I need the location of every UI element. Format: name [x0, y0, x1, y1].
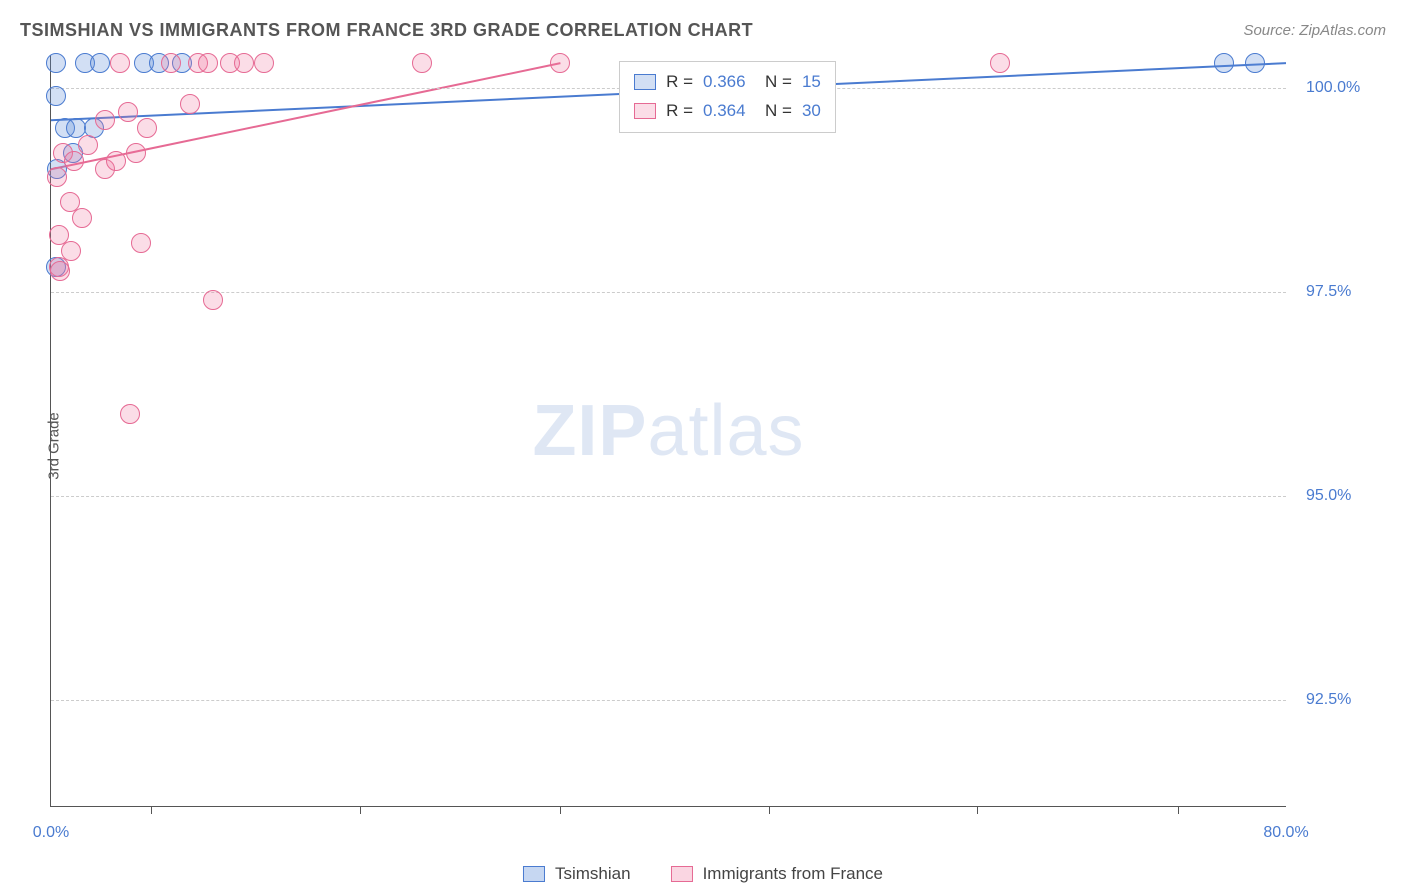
scatter-point	[1214, 53, 1234, 73]
scatter-point	[412, 53, 432, 73]
scatter-point	[64, 151, 84, 171]
n-value: 30	[802, 97, 821, 126]
legend-item: Tsimshian	[523, 864, 631, 884]
stats-row: R = 0.366 N = 15	[634, 68, 821, 97]
y-tick-label: 95.0%	[1306, 487, 1351, 505]
scatter-point	[72, 208, 92, 228]
scatter-point	[46, 86, 66, 106]
x-tick-label: 0.0%	[33, 824, 69, 842]
scatter-point	[234, 53, 254, 73]
series-swatch	[634, 103, 656, 119]
scatter-point	[50, 261, 70, 281]
scatter-point	[137, 118, 157, 138]
x-tick-label: 80.0%	[1263, 824, 1308, 842]
scatter-point	[110, 53, 130, 73]
scatter-point	[198, 53, 218, 73]
scatter-point	[180, 94, 200, 114]
scatter-point	[131, 233, 151, 253]
x-tick	[1178, 806, 1179, 814]
scatter-point	[95, 110, 115, 130]
chart-area: 3rd Grade ZIPatlas 92.5%95.0%97.5%100.0%…	[50, 55, 1386, 837]
scatter-point	[118, 102, 138, 122]
y-tick-label: 100.0%	[1306, 79, 1360, 97]
legend-item: Immigrants from France	[671, 864, 883, 884]
x-tick	[560, 806, 561, 814]
legend-label: Immigrants from France	[703, 864, 883, 884]
bottom-legend: Tsimshian Immigrants from France	[523, 864, 883, 884]
scatter-point	[78, 135, 98, 155]
y-tick-label: 92.5%	[1306, 691, 1351, 709]
stats-row: R = 0.364 N = 30	[634, 97, 821, 126]
scatter-point	[106, 151, 126, 171]
gridline	[51, 292, 1286, 293]
series-swatch	[634, 74, 656, 90]
n-label: N =	[756, 97, 792, 126]
source-text: Source: ZipAtlas.com	[1243, 22, 1386, 39]
legend-label: Tsimshian	[555, 864, 631, 884]
n-label: N =	[756, 68, 792, 97]
legend-swatch	[671, 866, 693, 882]
n-value: 15	[802, 68, 821, 97]
scatter-point	[1245, 53, 1265, 73]
scatter-point	[46, 53, 66, 73]
gridline	[51, 700, 1286, 701]
x-tick	[151, 806, 152, 814]
r-value: 0.366	[703, 68, 746, 97]
scatter-point	[90, 53, 110, 73]
y-tick-label: 97.5%	[1306, 283, 1351, 301]
scatter-point	[990, 53, 1010, 73]
scatter-point	[550, 53, 570, 73]
scatter-point	[126, 143, 146, 163]
r-value: 0.364	[703, 97, 746, 126]
chart-title: TSIMSHIAN VS IMMIGRANTS FROM FRANCE 3RD …	[20, 20, 753, 41]
scatter-point	[47, 167, 67, 187]
legend-swatch	[523, 866, 545, 882]
gridline	[51, 496, 1286, 497]
scatter-point	[254, 53, 274, 73]
r-label: R =	[666, 68, 693, 97]
scatter-point	[203, 290, 223, 310]
plot-area: ZIPatlas 92.5%95.0%97.5%100.0%0.0%80.0%R…	[50, 55, 1286, 807]
x-tick	[360, 806, 361, 814]
trend-lines-layer	[51, 55, 1286, 806]
scatter-point	[161, 53, 181, 73]
x-tick	[769, 806, 770, 814]
x-tick	[977, 806, 978, 814]
stats-box: R = 0.366 N = 15R = 0.364 N = 30	[619, 61, 836, 133]
scatter-point	[120, 404, 140, 424]
r-label: R =	[666, 97, 693, 126]
